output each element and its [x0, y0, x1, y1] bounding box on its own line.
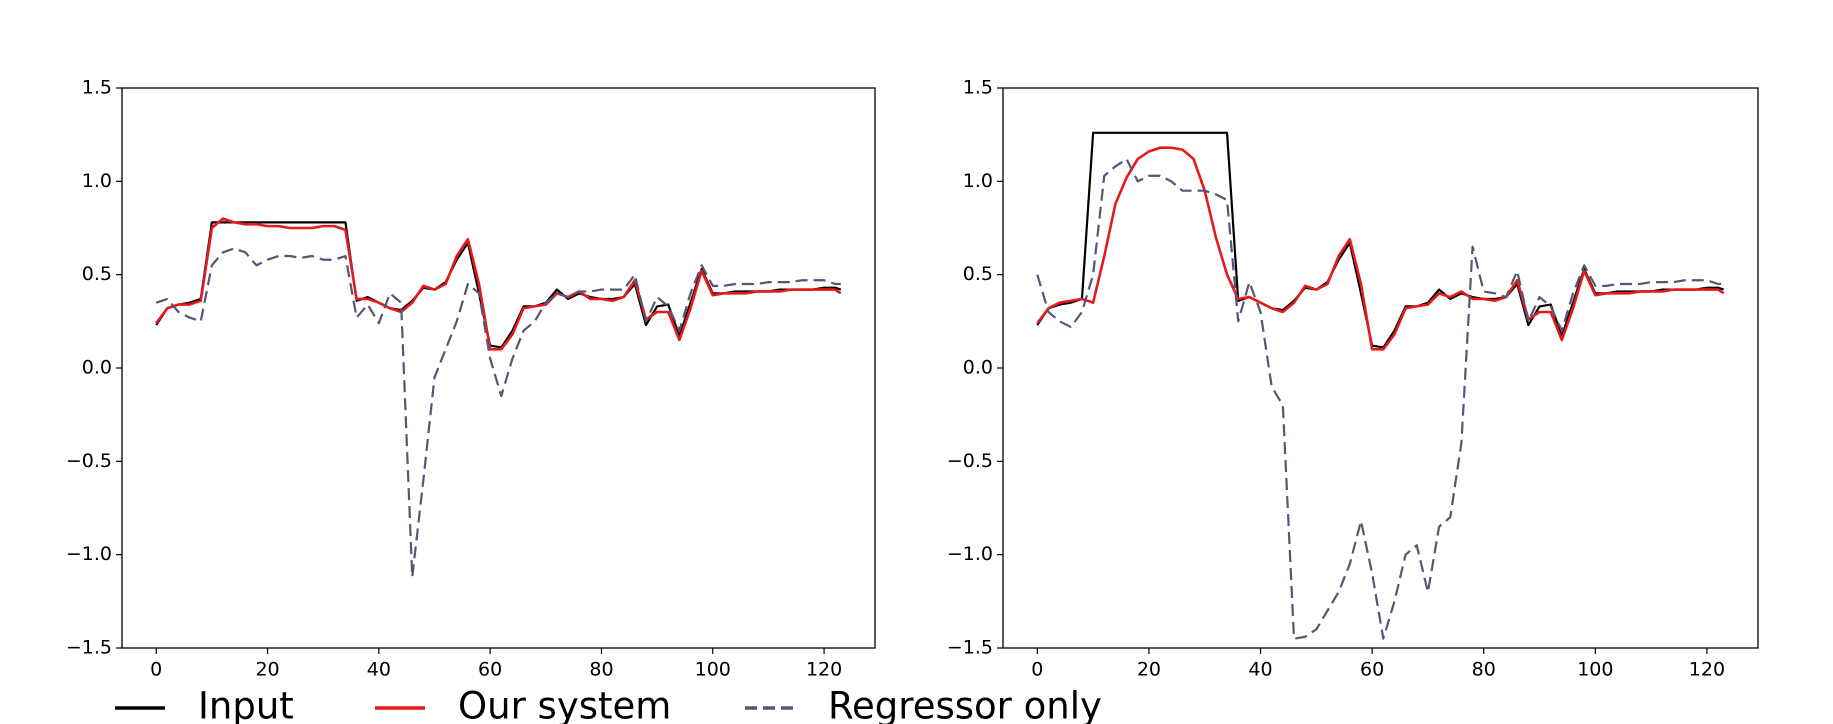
x-tick-label: 60 [1360, 659, 1384, 681]
y-tick-label: 0.5 [963, 263, 993, 285]
y-tick-label: 1.0 [82, 170, 112, 192]
series-line [1036, 146, 1725, 351]
axes-frame [121, 87, 876, 649]
x-tick-label: 40 [367, 659, 391, 681]
series-line [155, 221, 842, 349]
y-tick-label: −1.5 [66, 637, 112, 659]
y-tick-label: −0.5 [66, 450, 112, 472]
x-tick-label: 60 [478, 659, 502, 681]
y-tick-label: 0.0 [82, 357, 112, 379]
series-line [155, 247, 841, 579]
x-tick-label: 40 [1248, 659, 1272, 681]
series-line [155, 217, 842, 351]
series-line [1036, 157, 1724, 640]
y-tick-label: −1.5 [947, 637, 993, 659]
legend-label: Our system [458, 685, 671, 724]
series-line [1036, 131, 1725, 349]
x-tick-label: 20 [1137, 659, 1161, 681]
x-tick-label: 100 [1577, 659, 1613, 681]
legend-label: Input [198, 685, 294, 724]
y-tick-label: 0.5 [82, 263, 112, 285]
axes-frame [1002, 87, 1759, 649]
legend-label: Regressor only [828, 685, 1102, 724]
x-tick-label: 120 [1689, 659, 1725, 681]
x-tick-label: 120 [806, 659, 842, 681]
x-tick-label: 80 [589, 659, 613, 681]
x-tick-label: 20 [255, 659, 279, 681]
x-tick-label: 100 [695, 659, 731, 681]
y-tick-label: −1.0 [66, 543, 112, 565]
y-tick-label: −1.0 [947, 543, 993, 565]
y-tick-label: 0.0 [963, 357, 993, 379]
y-tick-label: −0.5 [947, 450, 993, 472]
y-tick-label: 1.5 [963, 77, 993, 99]
x-tick-label: 80 [1472, 659, 1496, 681]
x-tick-label: 0 [1031, 659, 1043, 681]
x-tick-label: 0 [150, 659, 162, 681]
y-tick-label: 1.0 [963, 170, 993, 192]
y-tick-label: 1.5 [82, 77, 112, 99]
